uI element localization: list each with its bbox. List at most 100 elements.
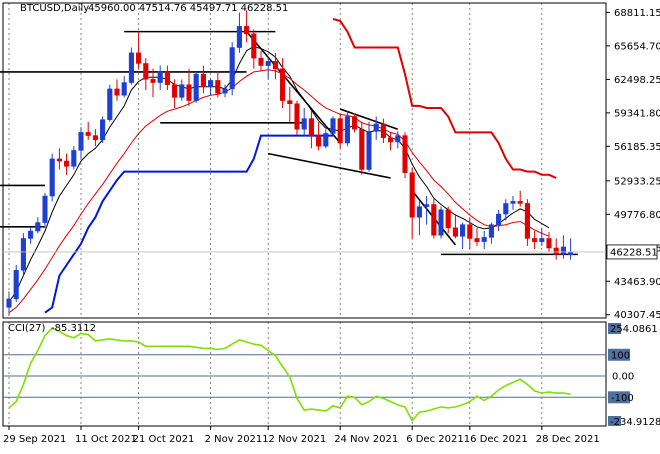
candle-body	[280, 68, 286, 101]
x-tick-label: 16 Dec 2021	[464, 434, 528, 445]
cci-header-name: CCI(27)	[8, 323, 46, 334]
candle-body	[136, 52, 142, 64]
candle-body	[294, 103, 300, 130]
candle-body	[100, 119, 106, 141]
candle-body	[337, 118, 343, 144]
cci-header-value: -85.3112	[51, 323, 96, 334]
y-tick-label: 49776.80	[614, 210, 660, 221]
candle-body	[157, 71, 163, 83]
candle-body	[85, 132, 91, 136]
candle-body	[179, 84, 185, 98]
cci-line	[8, 327, 571, 423]
candle-body	[229, 47, 235, 90]
candle-body	[416, 206, 422, 218]
price-badge	[606, 244, 658, 260]
cci-level-badge	[608, 391, 630, 404]
y-tick-label: 52933.25	[614, 176, 660, 187]
candle-body	[222, 88, 228, 94]
candle-body	[71, 150, 77, 167]
candle-body	[568, 251, 574, 256]
candle-body	[445, 209, 451, 229]
candle-body	[301, 118, 307, 130]
candle-body	[452, 227, 458, 237]
candle-body	[236, 26, 242, 48]
candle-body	[438, 209, 444, 236]
candle-body	[13, 270, 19, 300]
candle-body	[424, 204, 430, 207]
candle-body	[35, 222, 41, 232]
trend-line	[245, 31, 341, 144]
candle-body	[481, 237, 487, 242]
candle-body	[323, 133, 329, 147]
cci-level-label: -100	[611, 393, 634, 404]
candle-body	[532, 238, 538, 242]
trend-line	[268, 152, 391, 179]
candle-body	[42, 195, 48, 223]
candle-body	[373, 123, 379, 132]
x-tick-label: 11 Oct 2021	[75, 434, 137, 445]
candle-body	[474, 238, 480, 242]
candle-body	[402, 135, 408, 173]
candle-body	[503, 203, 509, 215]
candle-body	[164, 71, 170, 85]
candle-body	[186, 84, 192, 101]
cci-level-label: 100	[611, 350, 630, 361]
price-badge-label: 46228.51	[610, 247, 658, 258]
lower-channel-line	[44, 134, 333, 314]
chart-header-ohlc: 45960.00 47514.76 45497.71 46228.51	[88, 3, 289, 14]
candle-body	[244, 26, 250, 35]
candle-body	[92, 135, 98, 141]
candle-body	[64, 160, 70, 167]
candle-body	[344, 116, 350, 144]
candle-body	[172, 84, 178, 98]
candle-body	[258, 57, 264, 66]
candle-body	[539, 238, 545, 242]
chart-header-symbol: BTCUSD,Daily	[20, 3, 90, 14]
slow-MA-line	[8, 69, 550, 314]
y-tick-label: 68811.15	[614, 8, 660, 19]
candle-body	[215, 80, 221, 94]
y-tick-label: 56185.35	[614, 142, 660, 153]
x-tick-label: 28 Dec 2021	[536, 434, 600, 445]
candle-body	[546, 238, 552, 249]
x-tick-label: 6 Dec 2021	[406, 434, 464, 445]
candle-body	[143, 63, 149, 80]
candle-body	[121, 82, 127, 96]
candle-body	[107, 88, 113, 120]
candle-body	[287, 100, 293, 105]
cci-bottom-label: -234.9128	[610, 417, 660, 428]
candle-body	[28, 230, 34, 239]
candle-body	[524, 203, 530, 239]
candle-body	[114, 88, 120, 96]
x-tick-label: 21 Oct 2021	[133, 434, 195, 445]
candle-body	[251, 33, 257, 59]
candle-body	[272, 61, 278, 70]
candle-body	[265, 61, 271, 66]
candle-body	[352, 116, 358, 130]
candle-body	[150, 79, 156, 83]
candle-body	[560, 246, 566, 255]
cci-top-badge	[608, 323, 621, 334]
x-tick-label: 12 Nov 2021	[262, 434, 326, 445]
fast-MA-line	[8, 45, 550, 303]
candle-body	[553, 247, 559, 255]
candle-body	[49, 158, 55, 197]
candle-body	[431, 204, 437, 236]
candle-body	[200, 73, 206, 88]
candle-body	[409, 172, 415, 218]
cci-bottom-badge	[608, 416, 621, 426]
y-tick-label: 59341.80	[614, 108, 660, 119]
upper-channel-line	[332, 17, 557, 179]
candle-body	[517, 201, 523, 204]
y-tick-label: 65654.70	[614, 41, 660, 52]
candle-body	[128, 52, 134, 83]
candle-body	[488, 224, 494, 238]
candle-body	[510, 201, 516, 204]
candle-body	[193, 73, 199, 101]
y-tick-label: 62498.25	[614, 75, 660, 86]
x-tick-label: 24 Nov 2021	[334, 434, 398, 445]
candle-body	[20, 238, 26, 271]
candle-body	[208, 80, 214, 88]
